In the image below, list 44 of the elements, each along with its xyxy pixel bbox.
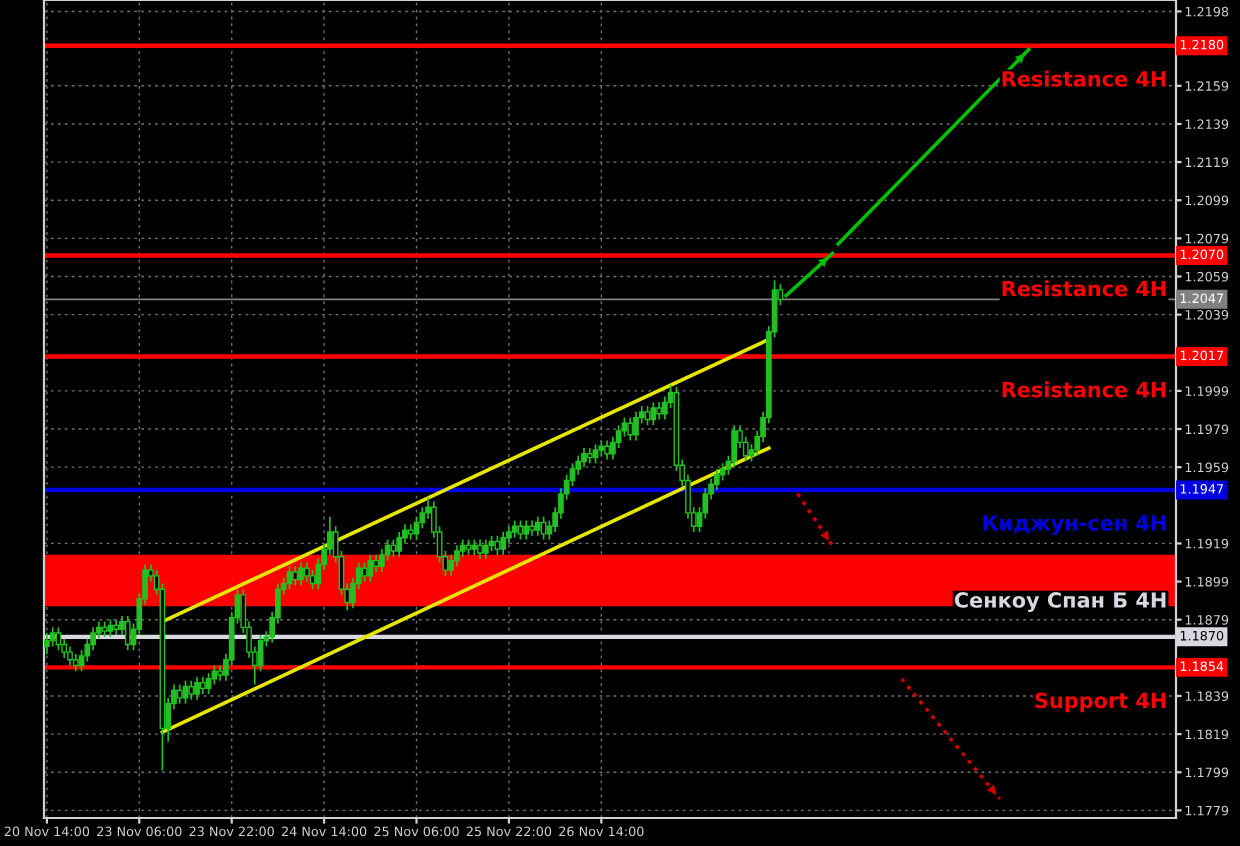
- candlestick: [286, 565, 293, 591]
- candlestick: [540, 515, 547, 541]
- candlestick: [303, 561, 310, 583]
- candlestick: [182, 679, 189, 705]
- candlestick: [361, 561, 368, 583]
- ref-line-label: Resistance 4H: [1002, 280, 1166, 297]
- candlestick: [650, 401, 657, 427]
- candlestick: [477, 538, 483, 560]
- ref-line-label: Resistance 4H: [1002, 70, 1166, 87]
- candlestick: [188, 679, 195, 701]
- candlestick: [517, 519, 524, 541]
- candlestick: [49, 626, 56, 648]
- ref-line-label: Киджун-сен 4H: [983, 515, 1166, 535]
- ref-line-label: Сенкоу Спан Б 4H: [954, 592, 1166, 613]
- candlestick: [396, 531, 403, 558]
- candlestick: [367, 554, 374, 583]
- candlestick: [731, 424, 738, 468]
- candlestick: [627, 416, 634, 442]
- candlestick: [176, 683, 183, 705]
- candlestick: [644, 405, 651, 427]
- candlestick: [633, 411, 639, 442]
- candlestick: [592, 443, 599, 465]
- candlestick: [534, 515, 541, 537]
- candlestick: [379, 548, 385, 573]
- candlestick: [211, 664, 218, 686]
- ref-line-label: Support 4H: [1035, 692, 1166, 713]
- ref-line-label: Resistance 4H: [1002, 381, 1166, 398]
- candlestick: [482, 538, 489, 560]
- candlestick: [44, 632, 50, 655]
- candlestick: [500, 531, 507, 556]
- candlestick: [205, 672, 212, 695]
- candlestick: [413, 515, 420, 541]
- candlestick: [581, 447, 587, 468]
- candlestick: [298, 561, 304, 587]
- candlestick: [124, 615, 131, 652]
- candlestick: [194, 676, 200, 701]
- candlestick: [309, 569, 316, 591]
- candlestick: [292, 565, 299, 587]
- candlestick: [604, 439, 610, 461]
- candlestick: [523, 519, 530, 541]
- candlestick: [55, 626, 62, 652]
- candlestick: [67, 645, 73, 667]
- candlestick: [494, 534, 501, 556]
- candlestick: [454, 544, 460, 568]
